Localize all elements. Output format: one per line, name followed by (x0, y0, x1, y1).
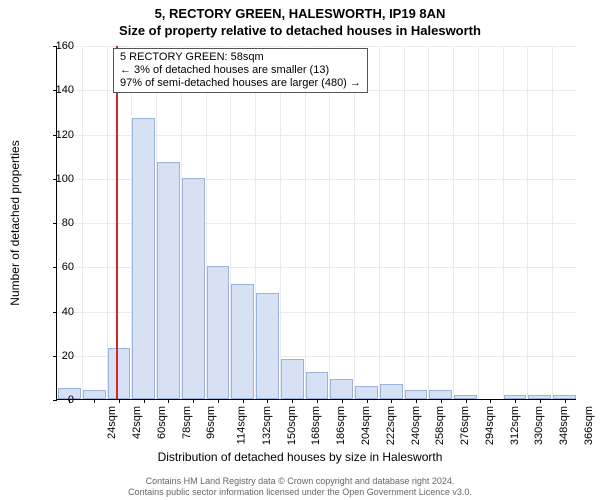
y-tick-label: 40 (46, 306, 74, 318)
x-tick-label: 24sqm (106, 406, 118, 439)
x-tick-label: 60sqm (156, 406, 168, 439)
x-tick-label: 150sqm (286, 406, 298, 445)
histogram-bar (355, 386, 378, 399)
histogram-bar (207, 266, 230, 399)
y-tick-label: 80 (46, 217, 74, 229)
x-tick-label: 366sqm (583, 406, 595, 445)
histogram-bar (83, 390, 106, 399)
annotation-line: 97% of semi-detached houses are larger (… (120, 77, 361, 90)
histogram-bar (380, 384, 403, 399)
annotation-line: ← 3% of detached houses are smaller (13) (120, 64, 361, 77)
x-tick-label: 78sqm (181, 406, 193, 439)
histogram-bar (182, 178, 205, 399)
reference-line (116, 46, 118, 399)
histogram-bar (132, 118, 155, 399)
subtitle: Size of property relative to detached ho… (0, 21, 600, 38)
y-tick-label: 120 (46, 129, 74, 141)
x-tick-label: 276sqm (459, 406, 471, 445)
histogram-bar (108, 348, 131, 399)
x-tick-label: 114sqm (236, 406, 248, 444)
x-tick-label: 348sqm (558, 406, 570, 445)
x-tick-label: 312sqm (509, 406, 521, 445)
annotation-box: 5 RECTORY GREEN: 58sqm← 3% of detached h… (113, 48, 368, 93)
y-tick-label: 20 (46, 350, 74, 362)
x-tick-label: 168sqm (311, 406, 323, 445)
x-tick-label: 240sqm (410, 406, 422, 445)
histogram-bar (330, 379, 353, 399)
footer-line: Contains public sector information licen… (0, 487, 600, 498)
histogram-bar (157, 162, 180, 399)
address-title: 5, RECTORY GREEN, HALESWORTH, IP19 8AN (0, 0, 600, 21)
y-tick-label: 100 (46, 173, 74, 185)
footer-line: Contains HM Land Registry data © Crown c… (0, 476, 600, 487)
histogram-chart: 24sqm42sqm60sqm78sqm96sqm114sqm132sqm150… (56, 46, 576, 400)
x-tick-label: 330sqm (533, 406, 545, 445)
y-tick-label: 0 (46, 394, 74, 406)
histogram-bar (306, 372, 329, 399)
x-tick-label: 258sqm (434, 406, 446, 445)
histogram-bar (256, 293, 279, 399)
histogram-bar (405, 390, 428, 399)
x-tick-label: 294sqm (484, 406, 496, 445)
y-axis-label: Number of detached properties (8, 140, 22, 305)
histogram-bar (429, 390, 452, 399)
y-tick-label: 160 (46, 40, 74, 52)
x-tick-label: 186sqm (335, 406, 347, 445)
x-tick-label: 96sqm (205, 406, 217, 439)
x-tick-label: 42sqm (131, 406, 143, 439)
y-tick-label: 60 (46, 261, 74, 273)
y-tick-label: 140 (46, 84, 74, 96)
annotation-line: 5 RECTORY GREEN: 58sqm (120, 51, 361, 64)
histogram-bar (281, 359, 304, 399)
x-tick-label: 132sqm (261, 406, 273, 445)
histogram-bar (231, 284, 254, 399)
x-tick-label: 222sqm (385, 406, 397, 445)
x-tick-label: 204sqm (360, 406, 372, 445)
x-axis-label: Distribution of detached houses by size … (0, 450, 600, 464)
attribution-footer: Contains HM Land Registry data © Crown c… (0, 476, 600, 498)
